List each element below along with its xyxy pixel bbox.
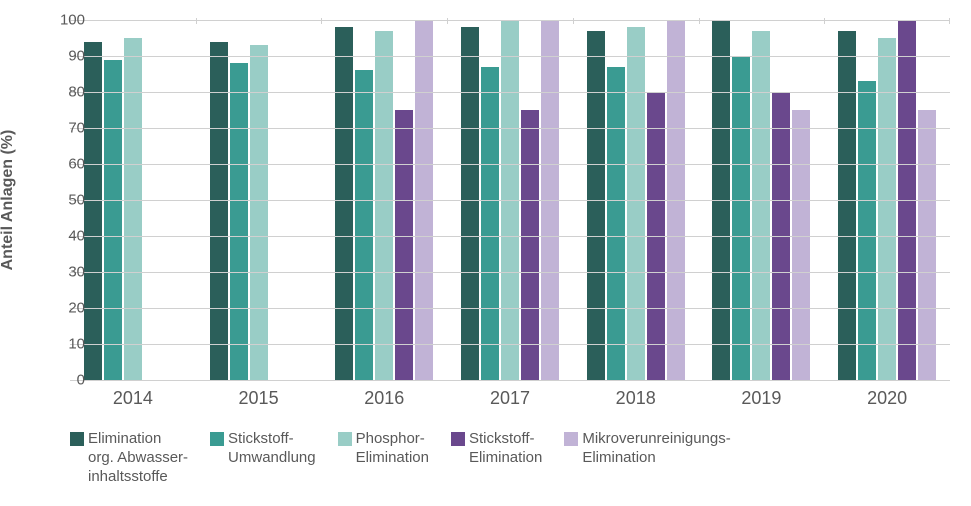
- y-tick-label: 90: [35, 48, 85, 65]
- x-tick-label: 2019: [741, 388, 781, 409]
- bar-mikro_elim: [792, 110, 810, 380]
- y-tick-label: 100: [35, 12, 85, 29]
- y-tick-label: 20: [35, 300, 85, 317]
- bar-phos_elim: [124, 38, 142, 380]
- legend-label: Stickstoff- Umwandlung: [228, 430, 316, 468]
- bar-phos_elim: [752, 31, 770, 380]
- bar-phos_elim: [250, 45, 268, 380]
- gridline: [70, 344, 950, 345]
- gridline: [70, 164, 950, 165]
- gridline: [70, 200, 950, 201]
- gridline: [70, 308, 950, 309]
- y-tick-label: 80: [35, 84, 85, 101]
- legend-item-mikro_elim: Mikroverunreinigungs- Elimination: [564, 430, 730, 468]
- top-tick: [196, 18, 197, 24]
- x-tick-label: 2018: [616, 388, 656, 409]
- chart-container: Anteil Anlagen (%) Elimination org. Abwa…: [0, 0, 971, 506]
- legend-swatch: [210, 432, 224, 446]
- x-tick-label: 2015: [239, 388, 279, 409]
- bar-stick_umw: [607, 67, 625, 380]
- bar-elim_org: [587, 31, 605, 380]
- top-tick: [573, 18, 574, 24]
- gridline: [70, 272, 950, 273]
- top-tick: [447, 18, 448, 24]
- bar-stick_umw: [481, 67, 499, 380]
- bar-stick_elim: [521, 110, 539, 380]
- gridline: [70, 92, 950, 93]
- gridline: [70, 20, 950, 21]
- bar-phos_elim: [878, 38, 896, 380]
- top-tick: [824, 18, 825, 24]
- top-tick: [949, 18, 950, 24]
- bar-elim_org: [461, 27, 479, 380]
- plot-area: [70, 20, 950, 381]
- legend-item-stick_umw: Stickstoff- Umwandlung: [210, 430, 316, 468]
- legend-item-stick_elim: Stickstoff- Elimination: [451, 430, 542, 468]
- y-tick-label: 70: [35, 120, 85, 137]
- legend: Elimination org. Abwasser- inhaltsstoffe…: [70, 430, 950, 486]
- y-tick-label: 60: [35, 156, 85, 173]
- bar-phos_elim: [375, 31, 393, 380]
- bar-elim_org: [838, 31, 856, 380]
- x-tick-label: 2014: [113, 388, 153, 409]
- x-tick-label: 2017: [490, 388, 530, 409]
- legend-swatch: [338, 432, 352, 446]
- y-tick-label: 0: [35, 372, 85, 389]
- gridline: [70, 128, 950, 129]
- legend-item-phos_elim: Phosphor- Elimination: [338, 430, 429, 468]
- y-tick-label: 50: [35, 192, 85, 209]
- legend-label: Mikroverunreinigungs- Elimination: [582, 430, 730, 468]
- x-tick-label: 2016: [364, 388, 404, 409]
- bar-stick_umw: [732, 56, 750, 380]
- y-tick-label: 10: [35, 336, 85, 353]
- legend-swatch: [451, 432, 465, 446]
- bar-mikro_elim: [918, 110, 936, 380]
- bar-stick_umw: [230, 63, 248, 380]
- bar-phos_elim: [627, 27, 645, 380]
- bar-stick_umw: [355, 70, 373, 380]
- bar-stick_elim: [395, 110, 413, 380]
- gridline: [70, 56, 950, 57]
- legend-label: Elimination org. Abwasser- inhaltsstoffe: [88, 430, 188, 486]
- legend-swatch: [564, 432, 578, 446]
- top-tick: [699, 18, 700, 24]
- legend-swatch: [70, 432, 84, 446]
- y-tick-label: 40: [35, 228, 85, 245]
- legend-item-elim_org: Elimination org. Abwasser- inhaltsstoffe: [70, 430, 188, 486]
- y-axis-label: Anteil Anlagen (%): [0, 130, 17, 271]
- legend-label: Phosphor- Elimination: [356, 430, 429, 468]
- bar-stick_umw: [104, 60, 122, 380]
- x-tick-label: 2020: [867, 388, 907, 409]
- y-tick-label: 30: [35, 264, 85, 281]
- top-tick: [321, 18, 322, 24]
- bar-elim_org: [335, 27, 353, 380]
- legend-label: Stickstoff- Elimination: [469, 430, 542, 468]
- gridline: [70, 236, 950, 237]
- bar-stick_umw: [858, 81, 876, 380]
